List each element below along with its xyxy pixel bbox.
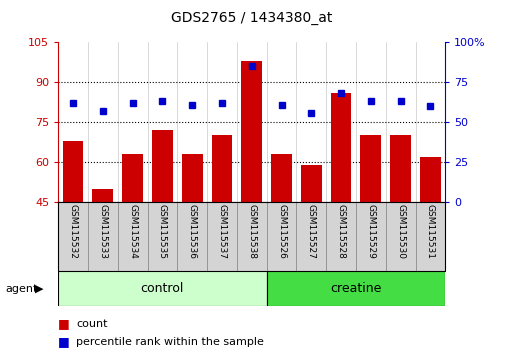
FancyBboxPatch shape bbox=[415, 202, 444, 271]
Text: ■: ■ bbox=[58, 335, 70, 348]
Bar bbox=[92, 188, 113, 202]
Text: GDS2765 / 1434380_at: GDS2765 / 1434380_at bbox=[171, 11, 332, 25]
FancyBboxPatch shape bbox=[88, 202, 118, 271]
Text: GSM115526: GSM115526 bbox=[276, 204, 285, 259]
Bar bbox=[122, 154, 143, 202]
Text: percentile rank within the sample: percentile rank within the sample bbox=[76, 337, 263, 347]
Bar bbox=[360, 135, 380, 202]
Text: agent: agent bbox=[5, 284, 37, 293]
FancyBboxPatch shape bbox=[177, 202, 207, 271]
Text: GSM115535: GSM115535 bbox=[158, 204, 167, 259]
FancyBboxPatch shape bbox=[296, 202, 326, 271]
Text: creatine: creatine bbox=[330, 282, 381, 295]
FancyBboxPatch shape bbox=[266, 271, 444, 306]
Text: GSM115530: GSM115530 bbox=[395, 204, 405, 259]
FancyBboxPatch shape bbox=[58, 271, 266, 306]
FancyBboxPatch shape bbox=[355, 202, 385, 271]
Text: ▶: ▶ bbox=[35, 284, 43, 293]
Text: GSM115536: GSM115536 bbox=[187, 204, 196, 259]
Text: GSM115529: GSM115529 bbox=[366, 204, 375, 259]
FancyBboxPatch shape bbox=[266, 202, 296, 271]
Text: GSM115537: GSM115537 bbox=[217, 204, 226, 259]
Bar bbox=[181, 154, 202, 202]
Bar bbox=[241, 61, 262, 202]
Bar bbox=[152, 130, 173, 202]
Text: GSM115527: GSM115527 bbox=[306, 204, 315, 259]
FancyBboxPatch shape bbox=[58, 202, 88, 271]
Text: GSM115532: GSM115532 bbox=[69, 204, 77, 259]
Bar bbox=[389, 135, 410, 202]
FancyBboxPatch shape bbox=[385, 202, 415, 271]
Bar bbox=[211, 135, 232, 202]
FancyBboxPatch shape bbox=[236, 202, 266, 271]
Text: GSM115534: GSM115534 bbox=[128, 204, 137, 259]
Bar bbox=[300, 165, 321, 202]
Text: GSM115538: GSM115538 bbox=[247, 204, 256, 259]
Text: ■: ■ bbox=[58, 318, 70, 330]
Text: GSM115528: GSM115528 bbox=[336, 204, 345, 259]
Bar bbox=[271, 154, 291, 202]
Text: GSM115531: GSM115531 bbox=[425, 204, 434, 259]
FancyBboxPatch shape bbox=[118, 202, 147, 271]
FancyBboxPatch shape bbox=[207, 202, 236, 271]
Bar bbox=[63, 141, 83, 202]
FancyBboxPatch shape bbox=[326, 202, 355, 271]
Text: GSM115533: GSM115533 bbox=[98, 204, 107, 259]
FancyBboxPatch shape bbox=[147, 202, 177, 271]
Bar bbox=[419, 156, 440, 202]
Text: control: control bbox=[140, 282, 184, 295]
Bar bbox=[330, 93, 351, 202]
Text: count: count bbox=[76, 319, 107, 329]
